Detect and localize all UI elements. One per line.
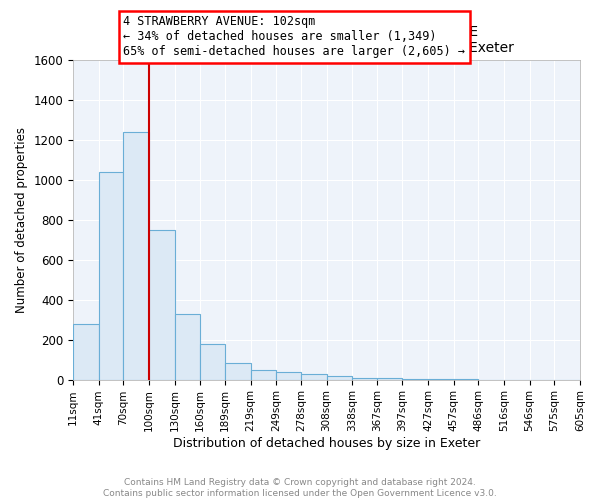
Bar [200, 344, 225, 380]
Bar [301, 374, 326, 380]
Text: Contains HM Land Registry data © Crown copyright and database right 2024.
Contai: Contains HM Land Registry data © Crown c… [103, 478, 497, 498]
Bar [98, 172, 124, 380]
Bar [403, 379, 428, 380]
Bar [251, 370, 276, 380]
Bar [225, 363, 251, 380]
Bar [149, 230, 175, 380]
Text: 4 STRAWBERRY AVENUE: 102sqm
← 34% of detached houses are smaller (1,349)
65% of : 4 STRAWBERRY AVENUE: 102sqm ← 34% of det… [124, 16, 466, 58]
Bar [276, 372, 301, 380]
Bar [73, 324, 98, 380]
Title: 4, STRAWBERRY AVENUE, EXETER, EX2 8GE
Size of property relative to detached hous: 4, STRAWBERRY AVENUE, EXETER, EX2 8GE Si… [139, 25, 514, 55]
Bar [377, 378, 403, 380]
Bar [326, 376, 352, 380]
Bar [175, 314, 200, 380]
Y-axis label: Number of detached properties: Number of detached properties [15, 127, 28, 313]
X-axis label: Distribution of detached houses by size in Exeter: Distribution of detached houses by size … [173, 437, 480, 450]
Bar [352, 378, 377, 380]
Bar [124, 132, 149, 380]
